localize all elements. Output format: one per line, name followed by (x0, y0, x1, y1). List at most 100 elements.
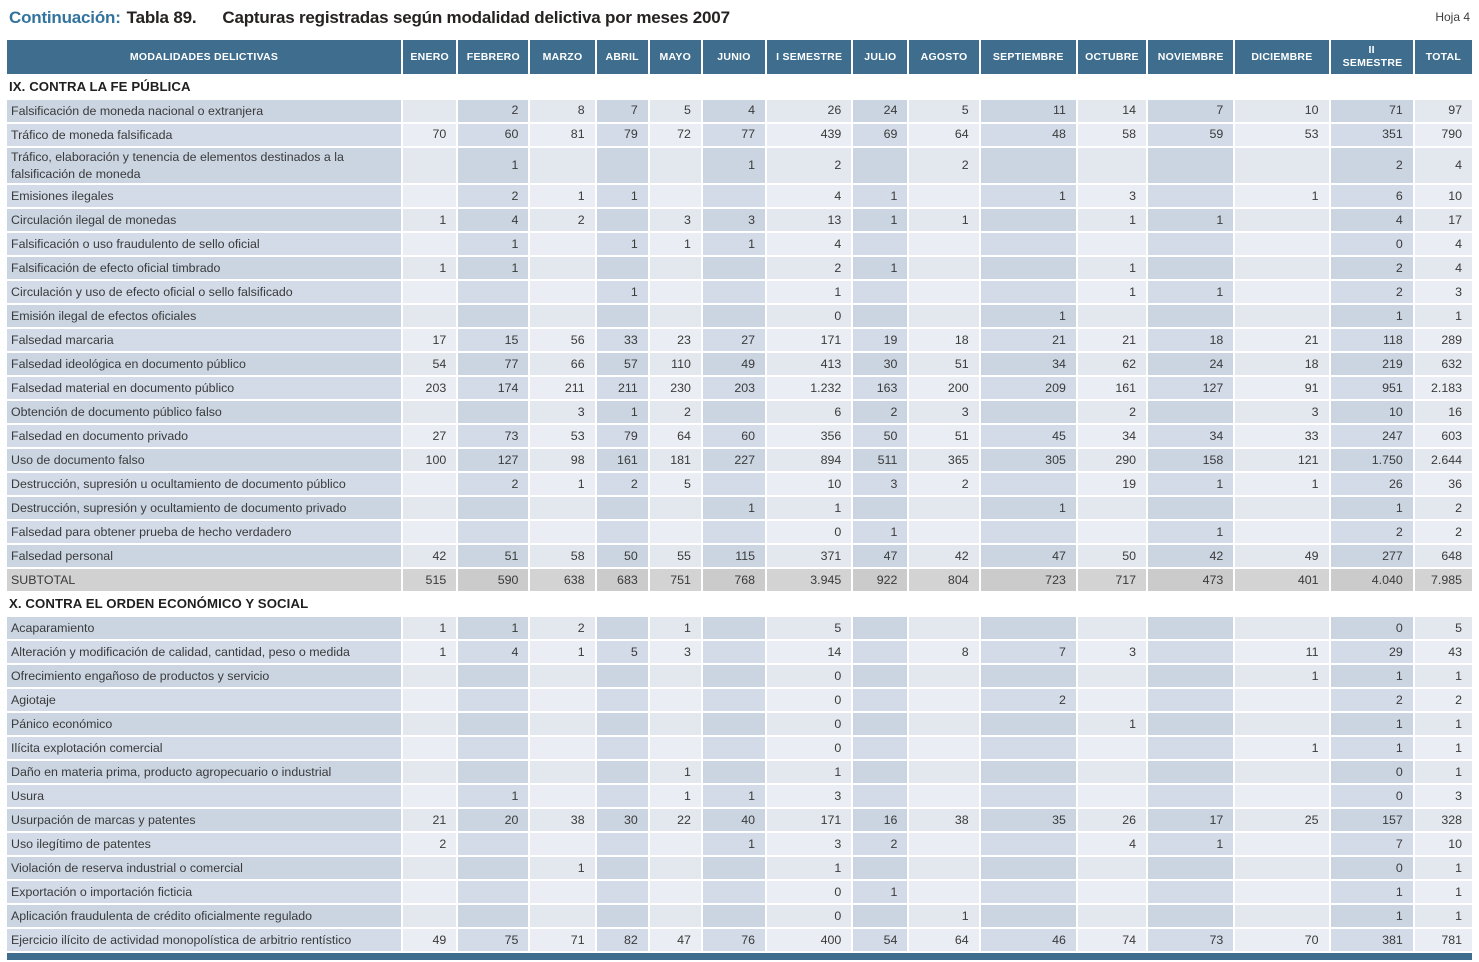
value-cell: 30 (853, 353, 908, 376)
value-cell: 203 (702, 377, 766, 400)
column-header-modalidades-delictivas: MODALIDADES DELICTIVAS (7, 40, 402, 74)
value-cell: 2 (1330, 281, 1413, 304)
value-cell (909, 857, 979, 880)
subtotal-cell: 515 (403, 569, 457, 592)
table-row: Falsificación de efecto oficial timbrado… (7, 257, 1472, 280)
value-cell (458, 497, 529, 520)
value-cell: 0 (1330, 785, 1413, 808)
value-cell: 219 (1330, 353, 1413, 376)
value-cell: 1 (530, 857, 595, 880)
value-cell (596, 785, 648, 808)
value-cell: 118 (1330, 329, 1413, 352)
value-cell (596, 833, 648, 856)
value-cell (458, 761, 529, 784)
value-cell: 11 (980, 100, 1076, 122)
value-cell (458, 905, 529, 928)
value-cell: 7 (980, 641, 1076, 664)
value-cell: 4 (1414, 257, 1472, 280)
value-cell: 3 (1414, 281, 1472, 304)
subtotal-cell: 717 (1077, 569, 1147, 592)
table-row: Agiotaje 0 2 2 2 (7, 689, 1472, 712)
value-cell (980, 401, 1076, 424)
value-cell: 371 (767, 545, 852, 568)
value-cell: 7 (1148, 100, 1234, 122)
value-cell (596, 713, 648, 736)
value-cell: 1 (1414, 305, 1472, 328)
value-cell (853, 641, 908, 664)
row-label: Falsificación de moneda nacional o extra… (7, 100, 402, 122)
value-cell (909, 833, 979, 856)
value-cell: 62 (1077, 353, 1147, 376)
value-cell (702, 689, 766, 712)
value-cell: 2 (853, 833, 908, 856)
value-cell (1235, 521, 1329, 544)
value-cell: 15 (458, 329, 529, 352)
value-cell (1235, 713, 1329, 736)
value-cell: 48 (980, 124, 1076, 146)
value-cell: 58 (1077, 124, 1147, 146)
value-cell (1235, 881, 1329, 904)
value-cell (853, 497, 908, 520)
value-cell (1148, 737, 1234, 760)
value-cell (702, 905, 766, 928)
value-cell (530, 761, 595, 784)
value-cell (980, 833, 1076, 856)
value-cell (649, 257, 701, 280)
value-cell (403, 905, 457, 928)
value-cell: 157 (1330, 809, 1413, 832)
value-cell (1148, 148, 1234, 184)
value-cell: 79 (596, 425, 648, 448)
value-cell: 951 (1330, 377, 1413, 400)
value-cell: 1 (403, 641, 457, 664)
value-cell: 75 (458, 929, 529, 952)
value-cell (403, 473, 457, 496)
value-cell: 1 (458, 785, 529, 808)
value-cell (649, 713, 701, 736)
value-cell: 227 (702, 449, 766, 472)
value-cell: 1 (1077, 257, 1147, 280)
value-cell (1235, 905, 1329, 928)
value-cell: 603 (1414, 425, 1472, 448)
value-cell (853, 305, 908, 328)
value-cell: 1 (458, 257, 529, 280)
value-cell: 1 (1235, 737, 1329, 760)
value-cell: 1 (702, 833, 766, 856)
value-cell (980, 521, 1076, 544)
value-cell: 1 (853, 881, 908, 904)
section-header-row: IX. CONTRA LA FE PÚBLICA (7, 76, 1472, 98)
value-cell: 51 (909, 425, 979, 448)
value-cell (1148, 233, 1234, 256)
subtotal-cell: 7.985 (1414, 569, 1472, 592)
value-cell: 247 (1330, 425, 1413, 448)
value-cell: 1 (980, 185, 1076, 208)
row-label: Circulación ilegal de monedas (7, 209, 402, 232)
value-cell: 1 (980, 305, 1076, 328)
value-cell: 4 (1077, 833, 1147, 856)
value-cell: 10 (767, 473, 852, 496)
column-header-diciembre: DICIEMBRE (1235, 40, 1329, 74)
value-cell: 98 (530, 449, 595, 472)
value-cell (1235, 617, 1329, 640)
value-cell: 356 (767, 425, 852, 448)
value-cell: 1 (649, 617, 701, 640)
value-cell: 3 (767, 785, 852, 808)
value-cell: 91 (1235, 377, 1329, 400)
row-label: Usura (7, 785, 402, 808)
value-cell (403, 100, 457, 122)
value-cell: 203 (403, 377, 457, 400)
row-label: Falsedad en documento privado (7, 425, 402, 448)
value-cell: 0 (767, 689, 852, 712)
value-cell (702, 473, 766, 496)
table-row: Circulación ilegal de monedas 1 4 2 3 3 13 1 1 1 1… (7, 209, 1472, 232)
table-row: Aplicación fraudulenta de crédito oficia… (7, 905, 1472, 928)
value-cell (530, 881, 595, 904)
value-cell: 1 (980, 497, 1076, 520)
value-cell: 1 (767, 281, 852, 304)
column-header-ii-semestre: II SEMESTRE (1330, 40, 1413, 74)
value-cell: 69 (853, 124, 908, 146)
subtotal-cell: 922 (853, 569, 908, 592)
value-cell (909, 737, 979, 760)
value-cell: 7 (1330, 833, 1413, 856)
value-cell: 3 (1414, 785, 1472, 808)
value-cell (530, 737, 595, 760)
